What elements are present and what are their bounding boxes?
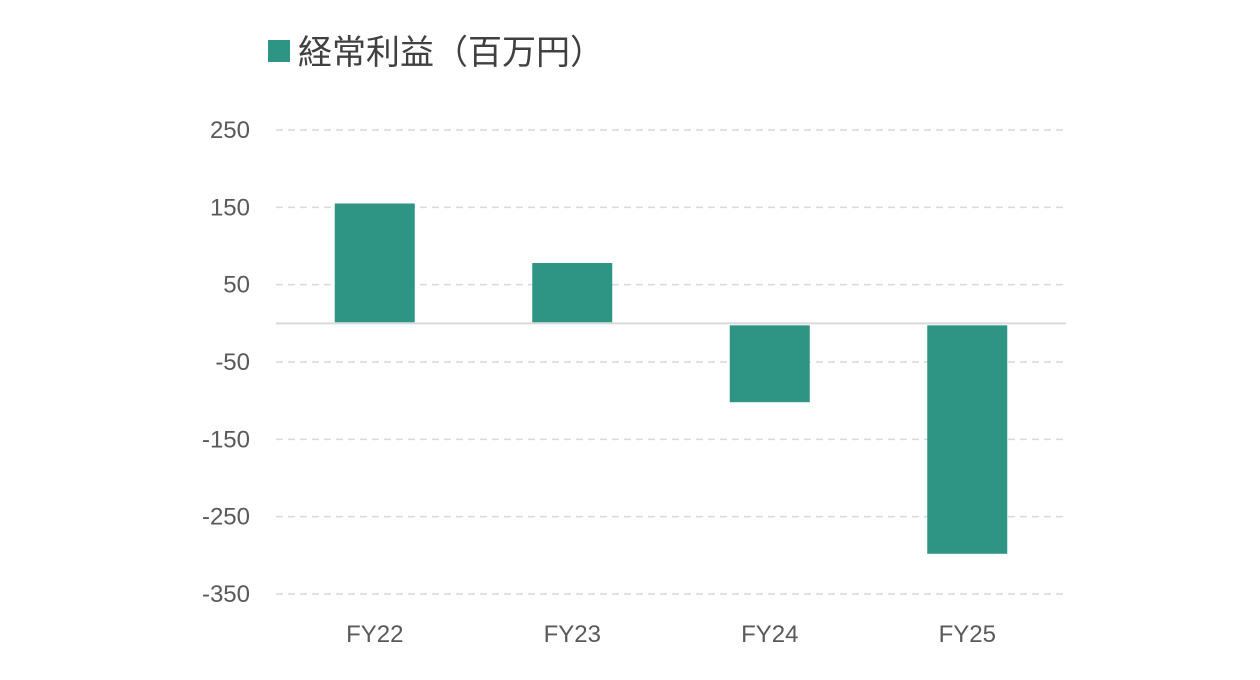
y-tick-label: 50 [223,272,250,299]
legend: 経常利益（百万円） [268,33,604,73]
y-tick-label: -350 [202,581,250,608]
bar-fy23 [532,263,613,323]
legend-label: 経常利益（百万円） [298,33,604,73]
bar-fy24 [729,325,810,403]
y-tick-label: -50 [215,349,250,376]
x-tick-label: FY25 [939,621,996,648]
y-tick-label: 250 [210,117,250,144]
y-axis-tick-labels: 250 150 50 -50 -150 -250 -350 [202,117,250,608]
legend-swatch [268,40,290,62]
x-tick-label: FY22 [346,621,403,648]
x-tick-label: FY24 [741,621,798,648]
x-tick-label: FY23 [544,621,601,648]
x-axis-tick-labels: FY22 FY23 FY24 FY25 [346,621,996,648]
bars [334,203,1008,554]
y-tick-label: -150 [202,426,250,453]
bar-fy25 [927,325,1008,554]
bar-fy22 [334,203,415,323]
y-tick-label: -250 [202,504,250,531]
y-tick-label: 150 [210,194,250,221]
